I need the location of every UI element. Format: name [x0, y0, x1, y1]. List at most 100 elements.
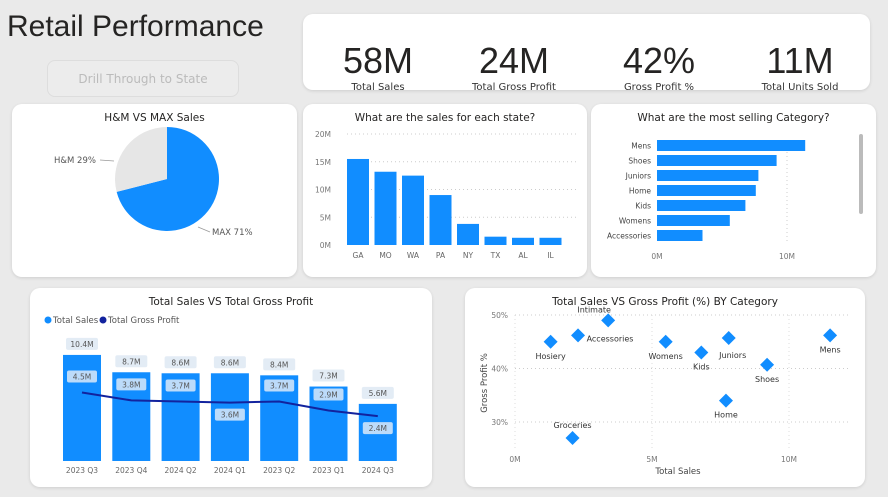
x-tick: 0M — [509, 455, 520, 464]
kpi-label: Total Gross Profit — [472, 82, 556, 93]
x-tick: NY — [463, 251, 474, 260]
bar-WA[interactable] — [402, 175, 424, 245]
data-label-bg[interactable] — [165, 379, 196, 392]
x-tick: 10M — [779, 252, 795, 261]
x-tick: PA — [436, 251, 446, 260]
kpi-total-units: 11M Total Units Sold — [730, 28, 870, 94]
data-label-bg[interactable] — [214, 408, 245, 421]
data-label: 8.4M — [270, 360, 288, 369]
data-label-bg[interactable] — [116, 378, 147, 391]
data-label-bg[interactable] — [263, 358, 296, 371]
data-label-bg[interactable] — [115, 355, 148, 368]
bar-MO[interactable] — [374, 171, 397, 245]
data-label: 10.4M — [70, 340, 93, 349]
category-label: Womens — [619, 217, 651, 226]
category-card[interactable]: What are the most selling Category? Mens… — [591, 104, 876, 277]
point-mens[interactable] — [823, 328, 838, 343]
kpi-value: 42% — [622, 40, 696, 81]
y-axis-title: Gross Profit % — [480, 353, 490, 413]
bar-home[interactable] — [657, 185, 756, 196]
category-label: Juniors — [625, 172, 651, 181]
point-juniors[interactable] — [721, 331, 736, 346]
data-label-bg[interactable] — [164, 356, 197, 369]
bar-kids[interactable] — [657, 200, 746, 211]
state-bar-chart[interactable]: 0M 5M 10M 15M 20M GA MO WA PA NY TX AL IL — [303, 104, 587, 277]
chart-title: H&M VS MAX Sales — [104, 112, 205, 124]
data-label: 3.8M — [122, 380, 140, 389]
kpi-label: Total Units Sold — [761, 82, 839, 93]
point-shoes[interactable] — [760, 357, 775, 372]
bar-womens[interactable] — [657, 215, 730, 226]
bar-shoes[interactable] — [657, 155, 777, 166]
pie-slice-max[interactable] — [116, 127, 219, 231]
point-home[interactable] — [718, 393, 733, 408]
drill-through-button[interactable]: Drill Through to State — [47, 60, 239, 97]
point-accessories[interactable] — [571, 328, 586, 343]
category-label: Home — [629, 187, 652, 196]
state-sales-card[interactable]: What are the sales for each state? 0M 5M 1… — [303, 104, 587, 277]
data-label: 4.5M — [73, 373, 91, 382]
y-tick: 10M — [315, 186, 331, 195]
point-groceries[interactable] — [565, 431, 580, 446]
data-label-bg[interactable] — [361, 386, 394, 399]
data-label-bg[interactable] — [312, 369, 345, 382]
bar-accessories[interactable] — [657, 230, 703, 241]
pie-chart-card[interactable]: H&M VS MAX Sales H&M 29% MAX 71% — [12, 104, 297, 277]
legend-dot-gross-profit[interactable] — [99, 316, 107, 324]
point-label: Home — [714, 411, 738, 420]
point-womens[interactable] — [658, 334, 673, 349]
category-label: Kids — [635, 202, 651, 211]
y-tick: 50% — [491, 311, 508, 320]
point-hosiery[interactable] — [543, 334, 558, 349]
category-bar-chart[interactable]: Mens Shoes Juniors Home Kids Womens Accessorie… — [591, 104, 876, 277]
bar-TX[interactable] — [484, 236, 507, 245]
data-label-bg[interactable] — [67, 370, 97, 383]
legend-label: Total Sales — [52, 316, 99, 326]
combo-card[interactable]: Total Sales VS Total Gross Profit Total … — [30, 288, 432, 487]
x-tick: 2023 Q2 — [263, 466, 295, 475]
data-label-bg[interactable] — [313, 388, 344, 401]
bar-NY[interactable] — [457, 223, 479, 245]
pie-slice-hm[interactable] — [114, 127, 167, 192]
kpi-value: 58M — [342, 40, 414, 81]
pie-label: MAX 71% — [212, 228, 253, 238]
pie-label: H&M 29% — [54, 156, 96, 166]
scatter-card[interactable]: Total Sales VS Gross Profit (%) BY Categ… — [465, 288, 865, 487]
data-label-bg[interactable] — [213, 356, 246, 369]
data-label: 5.6M — [369, 389, 387, 398]
bar-juniors[interactable] — [657, 170, 759, 181]
bar-PA[interactable] — [429, 195, 452, 245]
y-tick: 15M — [315, 158, 331, 167]
kpi-value: 11M — [766, 40, 834, 81]
x-tick: 2023 Q1 — [312, 466, 344, 475]
chart-title: What are the sales for each state? — [354, 112, 536, 124]
pie-chart[interactable]: H&M 29% MAX 71% — [12, 104, 297, 277]
data-label: 3.7M — [270, 381, 288, 390]
x-tick: 2024 Q2 — [165, 466, 197, 475]
x-tick: AL — [518, 251, 528, 260]
leader-line[interactable] — [197, 226, 211, 233]
bar-GA[interactable] — [347, 158, 369, 245]
legend-label: Total Gross Profit — [107, 316, 180, 326]
combo-chart[interactable]: Total Sales Total Gross Profit 10.4M 2023 Q… — [30, 288, 432, 487]
legend-dot-total-sales[interactable] — [44, 316, 52, 324]
point-label: Groceries — [553, 421, 591, 430]
point-label: Kids — [693, 362, 710, 371]
scatter-chart[interactable]: 30% 40% 50% 0M 5M 10M Total Sales Gross Profit … — [465, 288, 865, 487]
leader-line[interactable] — [99, 159, 115, 162]
data-label-bg[interactable] — [362, 422, 393, 435]
scrollbar[interactable] — [859, 134, 863, 214]
gross-profit-line[interactable] — [81, 391, 378, 418]
x-tick: 2024 Q1 — [214, 466, 246, 475]
data-label-bg[interactable] — [264, 379, 295, 392]
bar-IL[interactable] — [539, 237, 562, 245]
y-tick: 40% — [491, 365, 508, 374]
chart-title: Total Sales VS Gross Profit (%) BY Categ… — [552, 296, 778, 308]
data-label-bg[interactable] — [66, 337, 98, 350]
data-label: 8.7M — [122, 357, 140, 366]
bar-mens[interactable] — [657, 140, 806, 151]
point-kids[interactable] — [694, 345, 709, 360]
data-label: 3.7M — [171, 381, 189, 390]
point-intimate[interactable] — [601, 313, 616, 328]
bar-AL[interactable] — [512, 237, 534, 245]
